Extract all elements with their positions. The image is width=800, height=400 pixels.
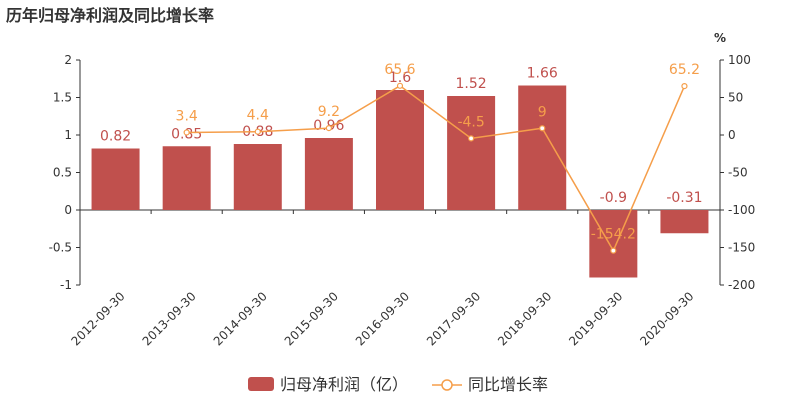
- legend-bar-swatch: [248, 377, 274, 391]
- left-tick-label: 0: [64, 203, 72, 217]
- right-tick-label: -200: [728, 278, 755, 292]
- legend-line-label: 同比增长率: [468, 375, 548, 394]
- growth-value-label: 65.2: [669, 62, 700, 78]
- bar: [162, 146, 211, 210]
- left-tick-label: 2: [64, 53, 72, 67]
- right-tick-label: 0: [728, 128, 736, 142]
- growth-value-label: 9.2: [318, 104, 340, 120]
- bar-value-label: 1.66: [527, 66, 558, 82]
- x-tick-label: 2017-09-30: [424, 289, 483, 348]
- bar-value-label: -0.9: [600, 190, 627, 206]
- x-tick-label: 2020-09-30: [637, 289, 696, 348]
- x-tick-label: 2016-09-30: [353, 289, 412, 348]
- right-tick-label: -50: [728, 166, 748, 180]
- bar: [233, 144, 282, 210]
- growth-value-label: 4.4: [247, 108, 269, 124]
- chart-title: 历年归母净利润及同比增长率: [6, 6, 215, 25]
- x-tick-label: 2015-09-30: [282, 289, 341, 348]
- growth-value-label: 65.6: [384, 62, 415, 78]
- growth-point: [468, 135, 475, 142]
- left-tick-label: 1.5: [53, 91, 72, 105]
- left-tick-label: -0.5: [49, 241, 72, 255]
- growth-value-label: 9: [538, 104, 547, 120]
- right-axis-unit: %: [714, 31, 726, 45]
- right-tick-label: 100: [728, 53, 751, 67]
- growth-point: [681, 82, 688, 90]
- growth-value-label: -4.5: [457, 114, 484, 130]
- left-tick-label: -1: [60, 278, 72, 292]
- bar: [589, 210, 638, 278]
- legend-line-marker: [441, 379, 453, 391]
- bar: [376, 90, 424, 210]
- growth-point: [183, 129, 190, 136]
- growth-value-label: 3.4: [176, 108, 198, 124]
- growth-point: [539, 125, 546, 132]
- bar: [304, 138, 353, 210]
- left-tick-label: 1: [64, 128, 72, 142]
- growth-point: [325, 125, 332, 132]
- bar: [447, 96, 496, 210]
- bar: [91, 148, 140, 210]
- x-tick-label: 2014-09-30: [211, 289, 270, 348]
- bar-value-label: -0.31: [666, 190, 702, 206]
- bar-value-label: 1.6: [389, 70, 411, 86]
- x-tick-label: 2019-09-30: [566, 289, 625, 348]
- right-tick-label: -150: [728, 241, 755, 255]
- x-tick-label: 2018-09-30: [495, 289, 554, 348]
- growth-line: [186, 84, 686, 253]
- bar-value-label: 1.52: [456, 76, 487, 92]
- right-tick-label: -100: [728, 203, 755, 217]
- bar: [660, 210, 709, 234]
- growth-value-label: -154.2: [591, 227, 636, 243]
- growth-point: [610, 247, 617, 254]
- x-tick-label: 2012-09-30: [68, 289, 127, 348]
- growth-point: [254, 128, 261, 135]
- growth-point: [396, 82, 404, 89]
- bar-value-label: 0.82: [100, 129, 131, 145]
- legend-bar-label: 归母净利润（亿）: [280, 375, 408, 394]
- x-tick-label: 2013-09-30: [140, 289, 199, 348]
- bar: [518, 85, 567, 210]
- left-tick-label: 0.5: [53, 166, 72, 180]
- right-tick-label: 50: [728, 91, 743, 105]
